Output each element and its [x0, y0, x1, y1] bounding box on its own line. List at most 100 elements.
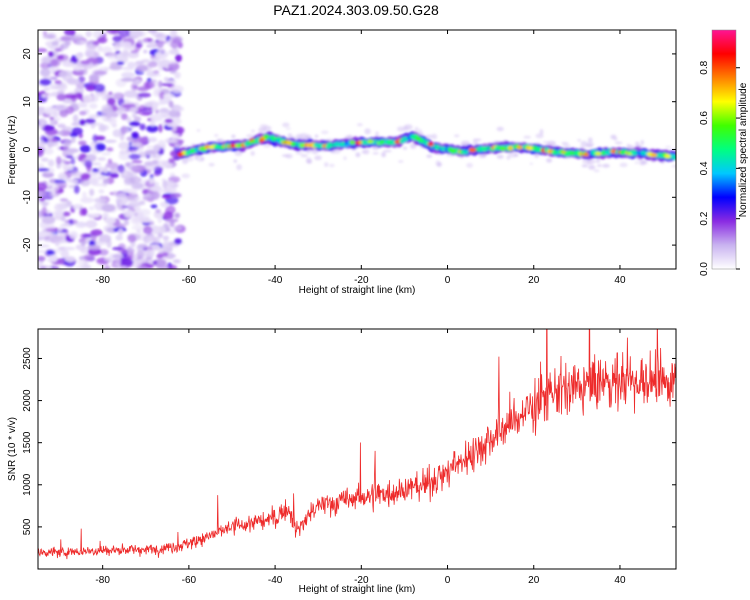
spectrogram-cell	[113, 190, 118, 196]
spectrogram-cell	[117, 164, 125, 174]
spectrogram-cell	[71, 136, 76, 144]
spectrogram-cell	[133, 253, 138, 260]
spectrogram-cell	[287, 133, 293, 139]
spectrogram-cell	[73, 34, 84, 39]
spectrogram-cell	[89, 188, 95, 197]
spectrogram-cell	[671, 164, 676, 168]
spectrogram-cell	[148, 42, 155, 48]
spectrogram-cell	[398, 160, 404, 163]
spectrogram-cell	[146, 145, 154, 149]
spectrogram-cell	[129, 30, 144, 38]
spectrogram-cell	[347, 135, 353, 139]
spectrogram-cell	[147, 30, 158, 34]
spectrogram-cell	[157, 248, 163, 253]
spectrogram-cell	[143, 102, 154, 107]
spectrogram-cell	[42, 171, 54, 178]
spectrogram-cell	[38, 250, 48, 253]
spectrogram-cell	[122, 188, 132, 193]
spectrogram-cell	[150, 114, 164, 122]
spectrogram-cell	[172, 37, 181, 44]
spectrogram-cell	[151, 159, 159, 165]
spectrogram-cell	[148, 136, 158, 143]
spectrogram-cell	[101, 152, 112, 156]
spectrogram-cell	[72, 114, 79, 123]
spectrogram-cell	[551, 150, 558, 155]
spectrogram-cell	[65, 154, 73, 159]
spectrogram-cell	[343, 156, 347, 160]
spectrogram-cell	[379, 139, 386, 145]
spectrogram-cell	[604, 150, 611, 155]
spectrogram-cell	[168, 264, 178, 269]
spectrogram-cell	[49, 254, 58, 263]
spectrogram-cell	[98, 189, 105, 194]
spectrogram-cell	[56, 93, 67, 101]
spectrogram-cell	[160, 201, 168, 208]
spectrogram-cell	[68, 219, 74, 225]
spectrogram-cell	[40, 62, 50, 70]
spectrogram-cell	[466, 162, 473, 168]
spectrogram-cell	[246, 134, 255, 138]
spectrogram-cell	[461, 140, 470, 145]
spectrogram-cell	[114, 257, 122, 267]
spectrogram-cell	[103, 166, 108, 173]
spectrogram-cell	[349, 140, 356, 145]
spectrogram-cell	[88, 206, 95, 211]
spectrogram-cell	[159, 91, 165, 100]
spectrogram-cell	[299, 143, 306, 148]
spectrogram-cell	[54, 203, 65, 212]
spectrogram-cell	[73, 66, 82, 71]
chart-title: PAZ1.2024.303.09.50.G28	[273, 2, 439, 18]
spectrogram-cell	[169, 70, 177, 74]
spectrogram-cell	[43, 148, 54, 155]
spectrogram-cell	[321, 130, 329, 135]
spectrogram-cell	[146, 125, 159, 133]
spectrogram-cell	[120, 77, 135, 82]
spectrogram-cell	[79, 145, 92, 153]
spectrogram-cell	[85, 30, 92, 38]
spectrogram-cell	[145, 153, 151, 159]
spectrogram-cell	[92, 30, 104, 39]
spectrogram-cell	[117, 61, 125, 65]
spectrogram-cell	[472, 138, 482, 142]
spectrogram-panel: -80 -60 -40 -20 0 20 40 -20 -10 0 10 20 Height of …	[7, 29, 677, 296]
spectrogram-cell	[285, 154, 293, 159]
spectrogram-cell	[155, 208, 161, 214]
spectrogram-cell	[153, 87, 163, 94]
spectrogram-cell	[128, 121, 141, 127]
spectrogram-cell	[514, 153, 519, 157]
spectrogram-cell	[121, 113, 128, 121]
spectrogram-cell	[418, 138, 425, 144]
spectrogram-cell	[496, 154, 504, 159]
spectrogram-cell	[49, 83, 56, 90]
spectrogram-cell	[106, 239, 112, 249]
spectrogram-cell	[651, 152, 657, 158]
spectrogram-cell	[282, 122, 290, 128]
spectrogram-cell	[43, 226, 55, 230]
spectrogram-cell	[127, 51, 140, 59]
spectrogram-cell	[496, 126, 504, 132]
spectrogram-cell	[263, 134, 270, 139]
spectrogram-cell	[529, 162, 533, 165]
spectrogram-cell	[55, 182, 68, 187]
spectrogram-cell	[364, 149, 370, 155]
spectrogram-cell	[161, 195, 172, 199]
spectrogram-cell	[162, 180, 168, 189]
spectrogram-cell	[587, 159, 595, 165]
spectrogram-cell	[579, 145, 586, 149]
spectrogram-cell	[75, 53, 84, 59]
spectrogram-cell	[162, 242, 169, 249]
y-tick-label: 1500	[22, 431, 33, 454]
snr-x-ticks: -80 -60 -40 -20 0 20 40	[95, 329, 626, 586]
spectrogram-cell	[472, 139, 478, 146]
spectrogram-cell	[313, 142, 319, 148]
spectrogram-cell	[402, 146, 408, 150]
spectrogram-cell	[110, 173, 119, 178]
spectrogram-cell	[155, 160, 170, 168]
spectrogram-cell	[101, 112, 107, 121]
spectrogram-cell	[93, 83, 106, 93]
spectrogram-cell	[112, 129, 122, 138]
colorbar-tick-label: 0.8	[699, 60, 710, 74]
spectrogram-cell	[40, 265, 47, 269]
y-tick-label: 20	[22, 48, 33, 60]
spectrogram-cell	[596, 159, 601, 163]
